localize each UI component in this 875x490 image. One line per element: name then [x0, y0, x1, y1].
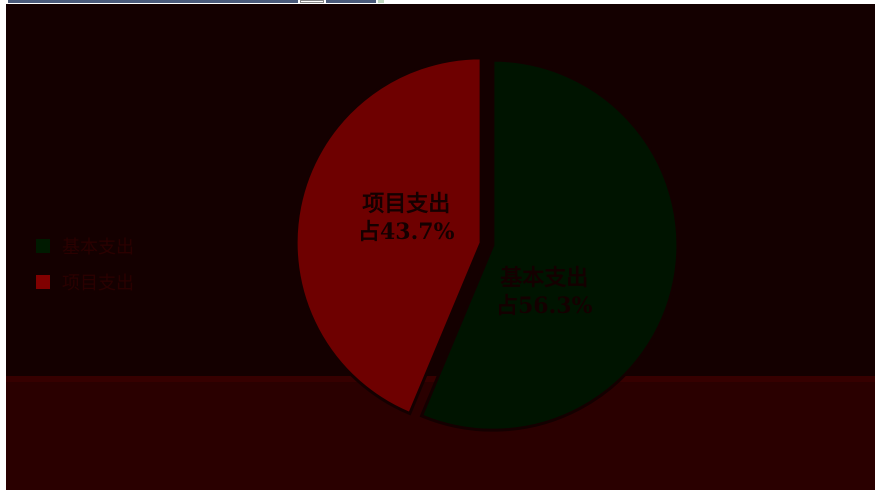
pie-chart — [294, 56, 680, 432]
top-strip-segment — [378, 0, 384, 3]
legend-item-basic: 基本支出 — [36, 228, 134, 264]
slice-label-project-name: 项目支出 — [362, 191, 451, 217]
top-strip-segment — [326, 0, 376, 3]
legend-swatch-project — [36, 275, 50, 289]
slice-label-basic-name: 基本支出 — [500, 265, 589, 291]
legend-swatch-basic — [36, 239, 50, 253]
pie-slice-project — [294, 56, 483, 416]
top-strip-segment — [8, 0, 298, 3]
legend-item-project: 项目支出 — [36, 264, 134, 300]
top-window-strip — [0, 0, 875, 4]
slice-label-project: 项目支出 占43.7% — [358, 190, 455, 246]
slice-label-basic: 基本支出 占56.3% — [496, 264, 593, 320]
legend: 基本支出 项目支出 — [36, 228, 134, 300]
pie-slice-basic — [419, 58, 680, 432]
legend-label-project: 项目支出 — [62, 273, 134, 294]
top-strip-segment — [300, 0, 324, 3]
chart-area: 基本支出 项目支出 项目支出 占43.7% 基本支出 占56.3% — [6, 4, 875, 490]
slice-label-project-percent: 占43.7% — [358, 219, 455, 245]
legend-label-basic: 基本支出 — [62, 237, 134, 258]
slice-label-basic-percent: 占56.3% — [496, 293, 593, 319]
